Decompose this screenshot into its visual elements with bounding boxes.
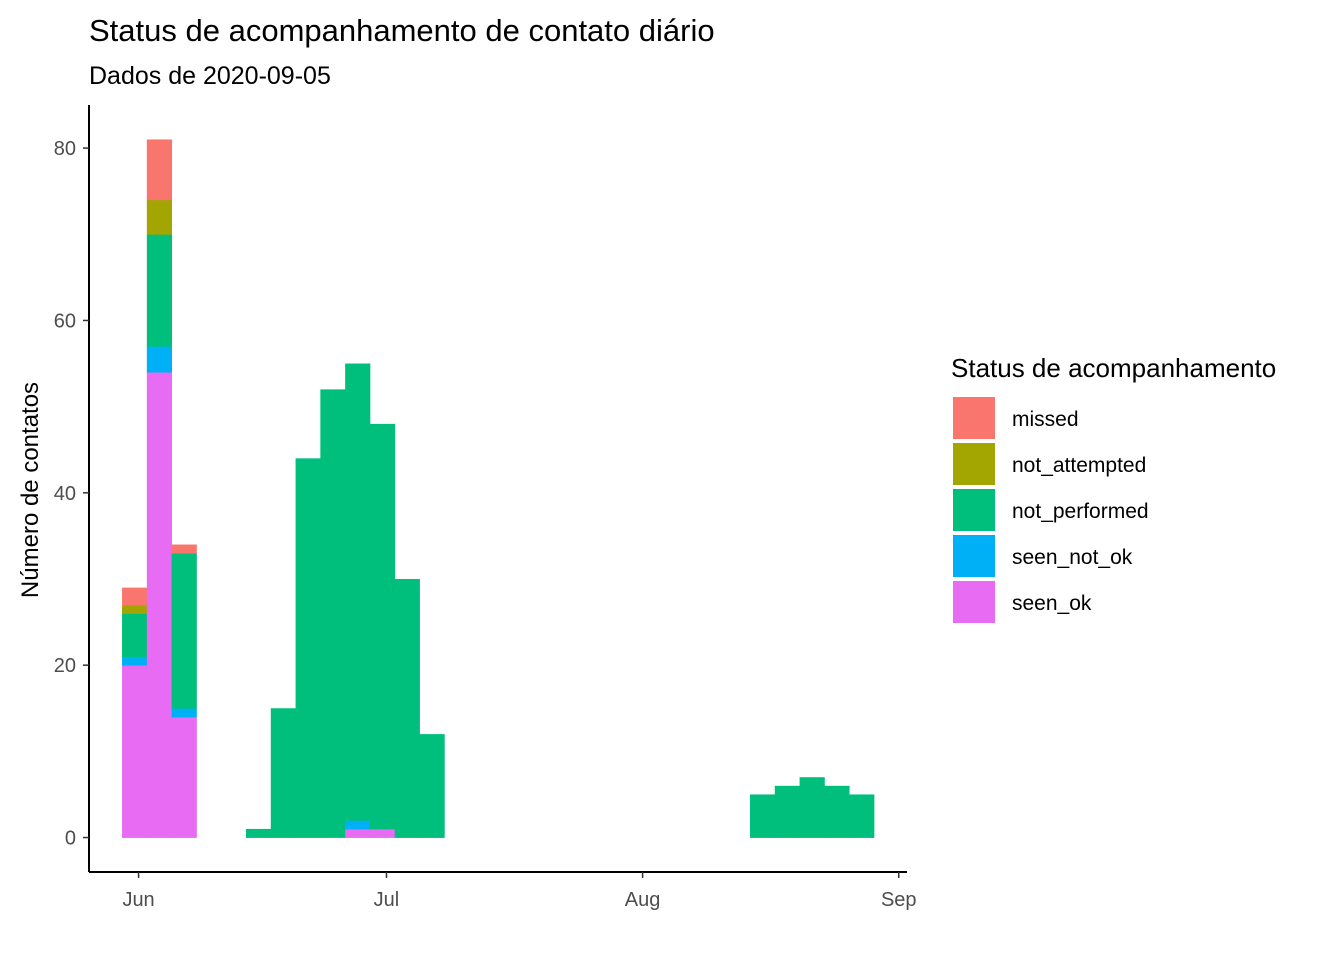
legend-swatch-seen_ok	[953, 581, 995, 623]
y-tick-label: 80	[54, 138, 76, 160]
bar-seen_ok	[122, 665, 148, 838]
legend-label-not_attempted: not_attempted	[1012, 454, 1146, 477]
y-tick-label: 60	[54, 310, 76, 332]
bar-missed	[146, 139, 173, 201]
chart-title: Status de acompanhamento de contato diár…	[89, 13, 715, 48]
bar-not_performed	[750, 794, 776, 838]
y-tick-label: 40	[54, 483, 76, 505]
legend-swatch-not_attempted	[953, 443, 995, 485]
bar-not_performed	[419, 734, 445, 838]
x-tick-label: Jul	[374, 889, 400, 911]
bar-not_attempted	[122, 604, 148, 614]
bar-seen_not_ok	[345, 820, 371, 830]
legend-title: Status de acompanhamento	[951, 353, 1276, 383]
bar-not_performed	[320, 389, 346, 838]
bar-not_performed	[146, 234, 173, 347]
legend-swatch-missed	[953, 397, 995, 439]
legend-label-seen_ok: seen_ok	[1012, 592, 1092, 615]
legend-label-not_performed: not_performed	[1012, 500, 1149, 523]
bar-not_performed	[345, 363, 371, 821]
x-tick-label: Jun	[122, 889, 154, 911]
bar-seen_ok	[345, 828, 371, 838]
bar-seen_not_ok	[171, 708, 197, 718]
bar-not_performed	[824, 785, 850, 838]
chart-subtitle: Dados de 2020-09-05	[89, 62, 331, 90]
y-axis-title: Número de contatos	[17, 382, 44, 598]
bar-seen_not_ok	[122, 656, 148, 666]
bar-missed	[122, 587, 148, 606]
y-axis: 0 20 40 60 80	[54, 138, 89, 850]
bar-not_performed	[369, 423, 396, 830]
bar-not_performed	[122, 613, 148, 657]
bar-not_performed	[774, 785, 800, 838]
x-axis: Jun Jul Aug Sep	[122, 872, 917, 911]
bar-not_performed	[849, 794, 875, 838]
y-tick-label: 20	[54, 655, 76, 677]
bar-not_performed	[171, 553, 197, 709]
bars-layer	[122, 139, 875, 838]
bar-missed	[171, 544, 197, 554]
bar-not_performed	[295, 458, 321, 838]
x-tick-label: Sep	[881, 889, 917, 911]
bar-not_performed	[394, 578, 420, 838]
bar-not_performed	[245, 828, 272, 838]
bar-not_performed	[270, 708, 296, 838]
bar-not_performed	[799, 777, 825, 838]
legend-swatch-not_performed	[953, 489, 995, 531]
legend-label-seen_not_ok: seen_not_ok	[1012, 546, 1133, 569]
bar-seen_ok	[369, 828, 396, 838]
bar-seen_ok	[146, 372, 173, 838]
legend-label-missed: missed	[1012, 408, 1079, 431]
y-tick-label: 0	[65, 828, 76, 850]
legend-swatch-seen_not_ok	[953, 535, 995, 577]
x-tick-label: Aug	[625, 889, 661, 911]
bar-seen_ok	[171, 716, 197, 838]
bar-not_attempted	[146, 199, 173, 235]
legend: Status de acompanhamento missed not_attem…	[951, 353, 1276, 623]
bar-seen_not_ok	[146, 346, 173, 373]
